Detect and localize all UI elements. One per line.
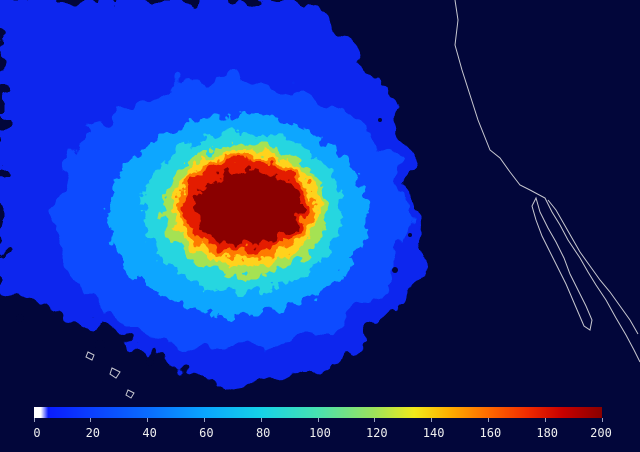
- colorbar-tick-mark: [487, 418, 489, 422]
- plume-edge-specks: [16, 118, 412, 366]
- coastline: [85, 0, 640, 399]
- colorbar-tick-label: 160: [479, 426, 502, 440]
- colorbar-tick-label: 20: [85, 426, 101, 440]
- colorbar-tick-mark: [260, 418, 262, 422]
- colorbar-tick-label: 200: [590, 426, 612, 440]
- colorbar-tick-mark: [601, 418, 603, 422]
- coastline-baja-peninsula: [531, 196, 593, 331]
- colorbar-tick-mark: [147, 418, 149, 422]
- coastline-gulf: [547, 199, 639, 335]
- colorbar-tick-label: 120: [365, 426, 388, 440]
- colorbar-tick-label: 100: [309, 426, 331, 440]
- colorbar-tick-mark: [374, 418, 376, 422]
- coastline-islands: [85, 351, 135, 399]
- colorbar-tick-mark: [431, 418, 433, 422]
- colorbar-tick-marks: [0, 418, 640, 424]
- colorbar-tick-mark: [317, 418, 319, 422]
- colorbar-tick-label: 0: [33, 426, 41, 440]
- colorbar-tick-mark: [90, 418, 92, 422]
- colorbar-tick-label: 180: [536, 426, 559, 440]
- colorbar-tick-label: 140: [422, 426, 445, 440]
- colorbar-tick-mark: [33, 418, 35, 422]
- colorbar-tick-label: 60: [199, 426, 214, 440]
- plume-core: [194, 170, 302, 246]
- colorbar: [34, 407, 602, 418]
- colorbar-tick-mark: [203, 418, 205, 422]
- colorbar-tick-mark: [544, 418, 546, 422]
- coastline-mainland: [454, 0, 640, 363]
- colorbar-tick-label: 80: [255, 426, 271, 440]
- colorbar-tick-label: 40: [142, 426, 157, 440]
